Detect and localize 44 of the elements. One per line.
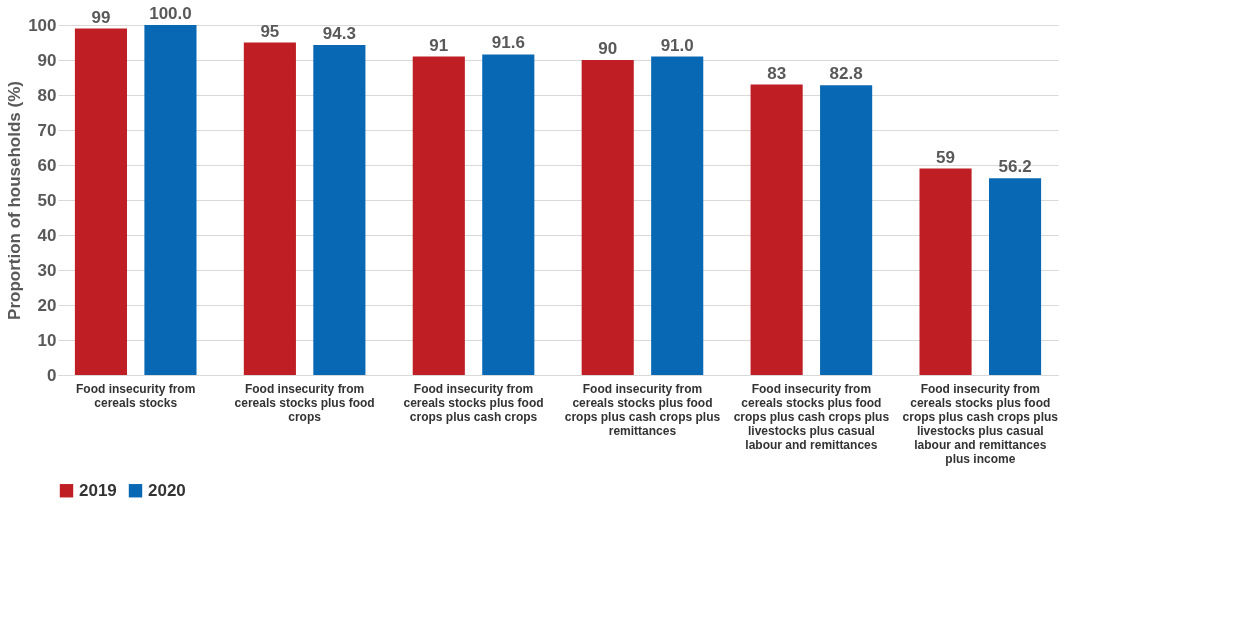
y-tick-label: 30	[37, 260, 57, 280]
data-label: 90	[598, 39, 618, 58]
bar	[482, 54, 535, 375]
y-tick-label: 10	[37, 330, 57, 350]
data-label: 91.0	[660, 35, 694, 55]
bar	[581, 60, 634, 375]
data-label: 91.6	[491, 33, 525, 53]
bar	[243, 42, 296, 375]
data-label: 95	[260, 21, 280, 41]
y-tick-label: 90	[37, 50, 57, 70]
data-label: 94.3	[322, 23, 356, 43]
x-tick-label: Food insecurity from cereals stocks plus food crops plus cash crops plus livestocks plus casual labour and remittances	[733, 381, 890, 452]
bar	[820, 85, 873, 375]
y-tick-label: 70	[37, 120, 57, 140]
data-label: 91	[429, 35, 449, 55]
data-label: 100.0	[149, 4, 192, 23]
data-label: 83	[767, 63, 787, 83]
bar	[651, 56, 704, 375]
y-tick-label: 20	[37, 295, 57, 315]
y-tick-label: 100	[28, 15, 57, 35]
data-label: 82.8	[829, 64, 863, 84]
bar	[313, 44, 366, 375]
bar	[144, 25, 197, 375]
bar	[750, 84, 803, 375]
bar	[74, 28, 128, 375]
y-tick-label: 40	[37, 225, 57, 245]
x-tick-label: Food insecurity from cereals stocks plus food crops	[234, 381, 375, 424]
x-tick-label: Food insecurity from cereals stocks	[76, 381, 196, 410]
bar	[988, 178, 1042, 375]
data-label: 59	[936, 147, 956, 167]
y-tick-label: 80	[37, 85, 57, 105]
x-tick-label: Food insecurity from cereals stocks plus food crops plus cash crops	[403, 381, 544, 424]
legend-label: 2019	[79, 480, 117, 500]
y-tick-label: 0	[47, 365, 57, 385]
legend-label: 2020	[148, 480, 186, 500]
x-tick-label: Food insecurity from cereals stocks plus food crops plus cash crops plus remittances	[564, 381, 721, 438]
bar	[412, 56, 465, 375]
y-tick-label: 60	[37, 155, 57, 175]
bar	[919, 168, 972, 375]
y-tick-label: 50	[37, 190, 57, 210]
x-tick-label: Food insecurity from cereals stocks plus food crops plus cash crops plus livestocks plus casual labour and remittances plus income	[902, 381, 1059, 466]
data-label: 56.2	[998, 157, 1032, 177]
data-label: 99	[91, 7, 111, 27]
y-axis-title: Proportion of households (%)	[5, 81, 25, 320]
